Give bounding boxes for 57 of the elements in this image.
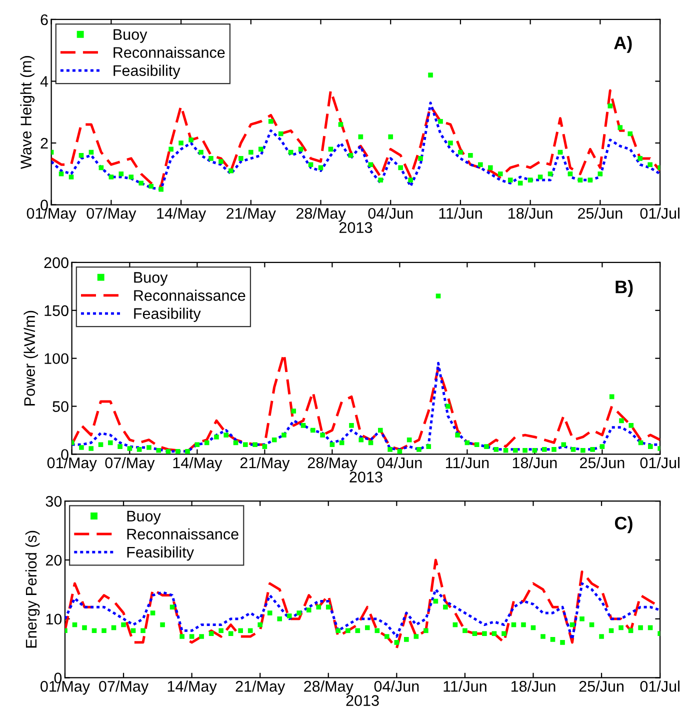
x-tick-label: 18/Jun — [512, 457, 557, 468]
annotation: B) — [616, 280, 633, 297]
legend-label: Buoy — [127, 510, 161, 525]
legend-label: Feasibility — [114, 64, 180, 79]
x-tick-label: 01/Jul — [640, 208, 680, 219]
x-tick-label: 21/May — [240, 457, 290, 472]
y-tick-label: 200 — [44, 257, 68, 268]
y-axis-title: Power (kW/m) — [24, 310, 38, 406]
x-tick-label: 25/Jun — [579, 680, 624, 692]
legend-label: Buoy — [134, 272, 168, 286]
y-axis-title: Energy Period (s) — [25, 530, 40, 648]
x-axis-title: 2013 — [339, 222, 372, 234]
y-tick-label: 30 — [46, 496, 62, 507]
x-tick-label: 21/May — [236, 680, 286, 695]
x-tick-label: 11/Jun — [446, 457, 489, 468]
x-tick-label: 14/May — [173, 457, 222, 472]
x-tick-label: 07/May — [99, 680, 149, 695]
x-axis-title: 2013 — [346, 695, 379, 706]
line-series — [64, 582, 660, 641]
x-tick-label: 04/Jun — [377, 457, 422, 468]
y-tick-label: 100 — [44, 353, 68, 364]
y-tick-label: 6 — [40, 14, 48, 26]
annotation: A) — [614, 36, 632, 53]
x-tick-label: 28/May — [296, 208, 346, 222]
x-tick-label: 28/May — [308, 457, 358, 472]
y-axis-title: Wave Height (m) — [20, 56, 34, 170]
x-tick-label: 11/Jun — [439, 208, 482, 219]
x-tick-label: 28/May — [304, 680, 354, 695]
x-tick-label: 11/Jun — [444, 680, 486, 692]
legend-label: Feasibility — [134, 308, 201, 322]
x-tick-label: 07/May — [86, 208, 136, 222]
y-tick-label: 4 — [40, 76, 48, 87]
x-tick-label: 14/May — [157, 208, 206, 222]
x-tick-label: 18/Jun — [508, 208, 552, 219]
x-tick-label: 25/Jun — [578, 208, 622, 219]
x-tick-label: 21/May — [226, 208, 276, 222]
x-tick-label: 04/Jun — [374, 680, 419, 692]
x-tick-label: 14/May — [168, 680, 217, 695]
x-tick-label: 01/Jul — [640, 457, 680, 468]
y-tick-label: 20 — [46, 554, 62, 566]
x-axis-title: 2013 — [350, 472, 382, 482]
y-tick-label: 150 — [44, 305, 68, 316]
x-tick-label: 18/Jun — [511, 680, 556, 692]
x-tick-label: 07/May — [105, 457, 155, 472]
y-tick-label: 50 — [52, 401, 68, 412]
legend-label: Buoy — [114, 29, 148, 43]
line-series — [51, 102, 660, 191]
x-tick-label: 04/Jun — [368, 208, 413, 219]
legend-label: Reconnaissance — [127, 528, 238, 540]
legend-label: Reconnaissance — [134, 290, 246, 301]
y-tick-label: 10 — [46, 614, 62, 625]
x-tick-label: 25/Jun — [580, 457, 624, 468]
y-tick-label: 2 — [40, 138, 48, 149]
legend-label: Feasibility — [127, 546, 194, 561]
x-tick-label: 01/Jul — [640, 680, 680, 692]
legend-label: Reconnaissance — [114, 46, 225, 58]
annotation: C) — [614, 516, 632, 534]
